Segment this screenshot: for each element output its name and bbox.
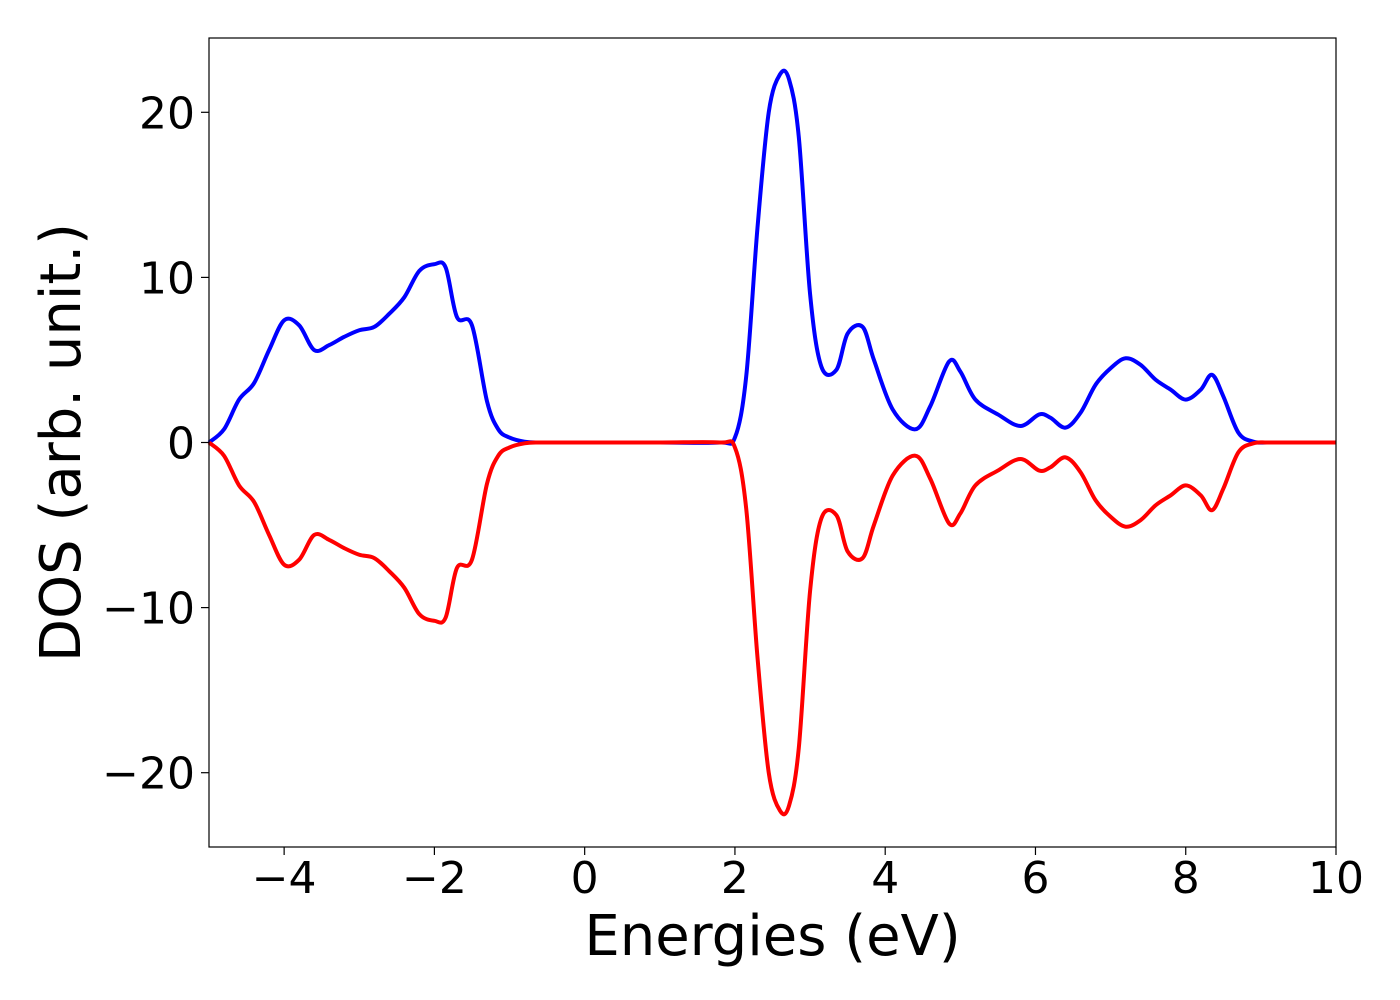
y-tick-label: −20 [102,749,195,800]
dos-series-line-up [207,68,1336,446]
y-axis-label: DOS (arb. unit.) [29,223,94,662]
y-tick-label: 20 [139,88,195,139]
x-tick-label: 2 [721,853,749,904]
x-tick-label: 4 [871,853,899,904]
x-tick-label: 0 [571,853,599,904]
plot-frame [208,37,1337,848]
series-layer [207,68,1336,817]
x-tick-label: −4 [252,853,317,904]
y-tick-label: 10 [139,253,195,304]
dos-series-line-down [207,439,1336,817]
x-tick-label: 8 [1172,853,1200,904]
y-tick-label: −10 [102,584,195,635]
x-axis-label: Energies (eV) [584,904,960,969]
x-tick-label: −2 [402,853,467,904]
x-tick-label: 6 [1021,853,1049,904]
y-tick-label: 0 [167,419,195,470]
x-tick-label: 10 [1308,853,1364,904]
